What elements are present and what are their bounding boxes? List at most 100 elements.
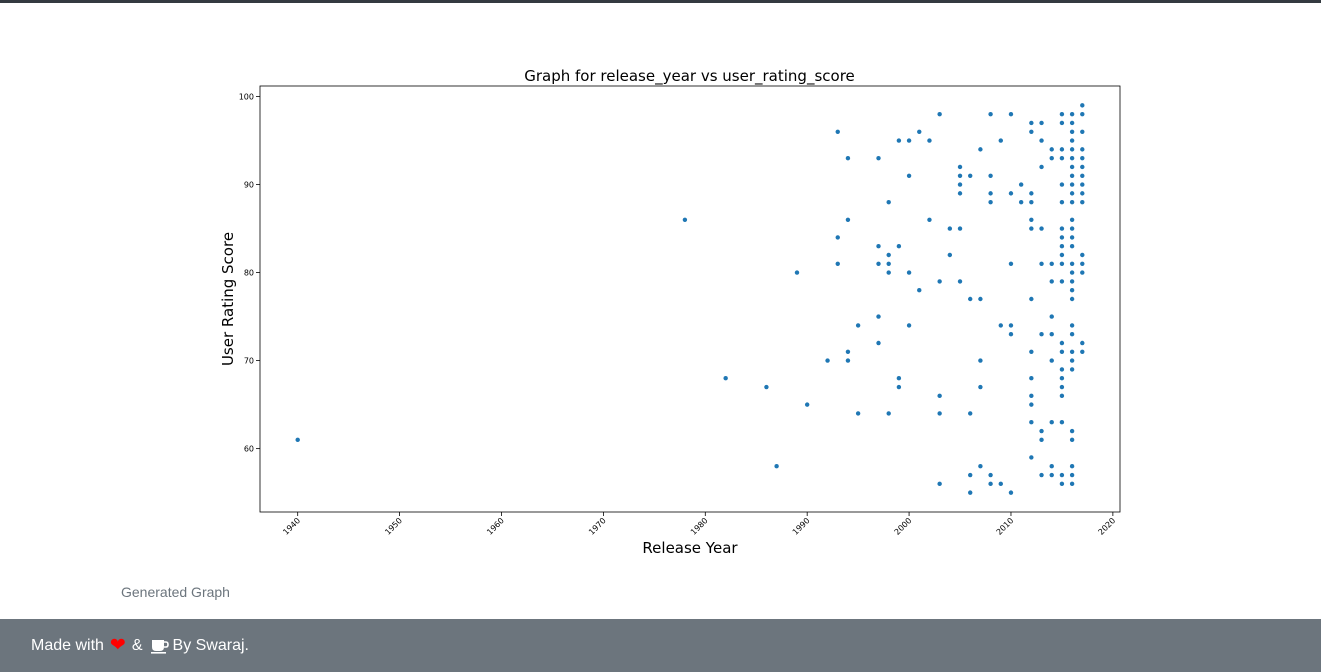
data-point [1069,120,1075,126]
data-point [957,226,963,231]
data-point [957,191,963,196]
data-point [906,138,912,143]
data-point [1039,164,1044,170]
data-point [876,155,881,161]
data-point [1039,120,1044,126]
data-point [1049,464,1054,469]
data-point [764,384,769,390]
y-tick-label: 60 [244,445,254,454]
data-point [1029,296,1034,302]
data-point [1059,252,1065,258]
data-point [1018,199,1024,205]
y-tick-label: 100 [239,93,254,102]
x-tick-label: 2010 [995,516,1016,537]
data-point [988,472,993,478]
data-point [1059,384,1065,390]
data-point [1069,296,1075,302]
data-point [1059,199,1065,205]
data-point [1008,111,1014,117]
data-point [937,393,942,399]
data-point [1069,367,1075,372]
data-point [1039,428,1044,434]
y-tick-label: 90 [244,181,254,190]
data-point [876,340,881,346]
data-point [978,358,983,363]
data-point [1059,376,1065,381]
data-point [896,376,902,381]
x-tick-label: 1940 [281,516,302,537]
data-point [845,155,851,161]
data-point [968,173,973,178]
data-point [1080,173,1085,178]
data-point [1069,111,1075,117]
data-point [1069,464,1075,469]
data-point [978,464,983,469]
plot-frame [259,85,1121,513]
data-point [917,129,922,134]
data-point [886,252,891,258]
coffee-icon [150,639,169,654]
data-point [927,217,932,222]
x-tick-label: 2000 [893,516,914,537]
data-point [886,411,891,416]
data-point [957,164,963,170]
data-point [1059,120,1065,126]
data-point [1059,155,1065,161]
data-point [1069,437,1075,443]
y-tick-label: 80 [244,269,254,278]
x-tick-label: 2020 [1097,516,1118,537]
data-point [1059,235,1065,240]
scatter-chart: Graph for release_year vs user_rating_sc… [219,67,1121,557]
data-point [1059,393,1065,399]
data-point [1069,226,1075,231]
data-point [876,243,881,249]
data-point [1080,155,1085,161]
data-point [835,129,840,134]
data-point [1059,243,1065,249]
data-point [957,173,963,178]
data-point [988,191,993,196]
data-point [1049,279,1054,284]
plot-area: 1940 1950 1960 1970 1980 1990 2000 2010 2020 60 70… [239,85,1121,537]
data-point [937,481,942,487]
x-tick-label: 1970 [587,516,608,537]
graph-caption: Generated Graph [121,584,230,600]
data-point [937,411,942,416]
data-point [1080,261,1085,266]
data-point [1080,129,1085,134]
data-point [1080,252,1085,258]
data-point [1049,147,1054,152]
data-point [1029,226,1034,231]
data-point [1049,314,1054,319]
data-point [295,437,300,443]
data-point [1008,261,1014,266]
data-point [1049,472,1054,478]
data-point [937,279,942,284]
data-point [1029,420,1034,425]
data-point [1059,182,1065,187]
data-point [876,314,881,319]
x-tick-label: 1950 [383,516,404,537]
data-point [723,376,728,381]
data-point [1029,402,1034,407]
data-point [988,173,993,178]
y-axis-label: User Rating Score [219,232,237,366]
data-point [1069,217,1075,222]
data-point [1059,349,1065,355]
data-point [1069,155,1075,161]
data-point [1069,323,1075,328]
data-point [998,323,1003,328]
data-point [774,464,779,469]
data-point [896,138,902,143]
data-point [988,199,993,205]
data-point [825,358,830,363]
data-point [1029,129,1034,134]
data-point [1059,226,1065,231]
data-point [1029,349,1034,355]
data-point [1069,287,1075,293]
data-point [1008,332,1014,337]
data-point [947,226,953,231]
data-point [1029,199,1034,205]
data-point [1039,261,1044,266]
footer: Made with ❤ & By Swaraj. [0,619,1321,672]
